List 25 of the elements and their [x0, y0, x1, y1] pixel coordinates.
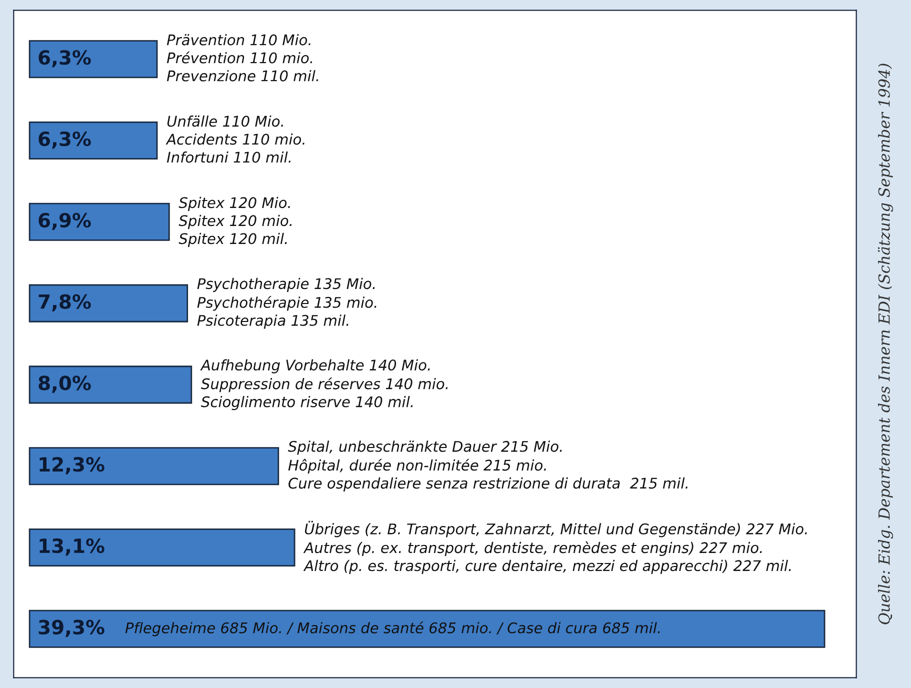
bar	[28, 366, 192, 404]
y-tick-label: Psychotherapie 135 Mio. Psychothérapie 135 mio. Psicoterapia 135 mil.	[197, 278, 376, 329]
data-label: 39,3%	[38, 620, 104, 637]
data-label: 8,0%	[38, 376, 91, 393]
y-tick-label: Unfälle 110 Mio. Accidents 110 mio. Infortuni 110 mil.	[166, 115, 304, 163]
data-label: 6,3%	[38, 131, 91, 149]
data-label: 7,8%	[38, 294, 91, 312]
y-tick-label: Spitex 120 Mio. Spitex 120 mio. Spitex 120 mil.	[178, 196, 292, 247]
data-label: 6,3%	[38, 50, 91, 68]
data-label: 13,1%	[40, 538, 104, 556]
y-tick-label: Pflegeheime 685 Mio. / Maisons de santé 685 mio. / Case di cura 685 mil.	[125, 622, 660, 636]
data-label: 12,3%	[40, 457, 104, 474]
bar	[28, 40, 158, 78]
y-tick-label: Aufhebung Vorbehalte 140 Mio. Suppression de réserves 140 mio. Scioglimento riserve 140 mil.	[200, 359, 448, 410]
source-note: Quelle: Eidg. Departement des Innern EDI (Schätzung September 1994)	[878, 64, 894, 624]
bar	[28, 284, 188, 322]
bar	[28, 610, 826, 648]
bar	[28, 202, 170, 241]
bar	[28, 122, 158, 160]
y-tick-label: Spital, unbeschränkte Dauer 215 Mio. Hôpital, durée non-limitée 215 mio. Cure ospendaliere senza restrizione di durata 215 mil.	[288, 440, 688, 492]
y-tick-label: Prävention 110 Mio. Prévention 110 mio. Prevenzione 110 mil.	[166, 34, 318, 82]
bar	[28, 528, 296, 566]
y-tick-label: Übriges (z. B. Transport, Zahnarzt, Mittel und Gegenstände) 227 Mio. Autres (p. ex. transport, dentiste, remèdes et engins) 227 mio. Altro (p. es. trasporti, cure dentaire, mezzi ed apparecchi) 227 mil.	[303, 520, 807, 574]
bar	[28, 447, 280, 486]
data-label: 6,9%	[38, 212, 91, 230]
